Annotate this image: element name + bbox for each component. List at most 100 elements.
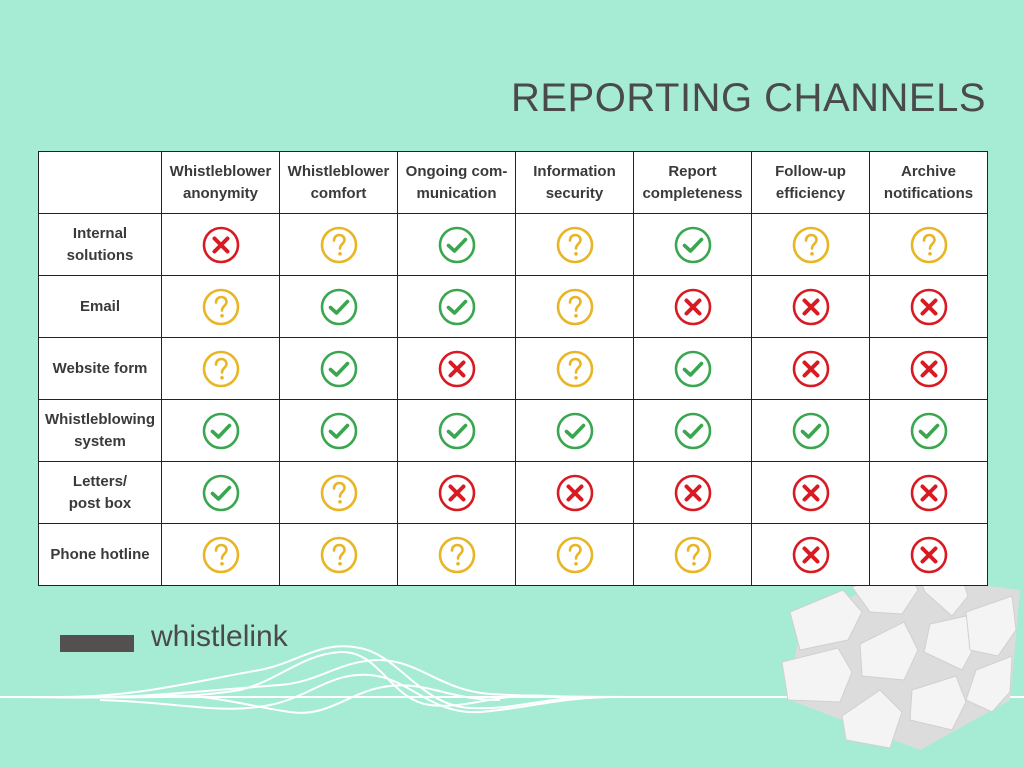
- rating-cell: [751, 399, 870, 462]
- check-icon: [320, 412, 357, 449]
- column-header: Follow-up efficiency: [751, 151, 870, 214]
- rating-cell: [515, 461, 634, 524]
- check-icon: [202, 474, 239, 511]
- rating-cell: [751, 337, 870, 400]
- cross-icon: [202, 226, 239, 263]
- rating-cell: [279, 275, 398, 338]
- corner-cell: [38, 151, 162, 214]
- rating-cell: [869, 337, 988, 400]
- question-icon: [320, 536, 357, 573]
- column-header-line1: Report: [668, 162, 717, 180]
- table-row: Letters/post box: [38, 461, 988, 524]
- rating-cell: [279, 337, 398, 400]
- row-header-line1: Letters/: [72, 472, 128, 490]
- column-header-line2: security: [545, 184, 604, 202]
- row-header: Phone hotline: [38, 523, 162, 586]
- rating-cell: [869, 399, 988, 462]
- question-icon: [320, 226, 357, 263]
- row-header: Letters/post box: [38, 461, 162, 524]
- rating-cell: [515, 337, 634, 400]
- question-icon: [202, 536, 239, 573]
- check-icon: [674, 412, 711, 449]
- check-icon: [674, 350, 711, 387]
- rating-cell: [161, 337, 280, 400]
- rating-cell: [869, 461, 988, 524]
- column-header-line1: Follow-up: [775, 162, 846, 180]
- rating-cell: [633, 399, 752, 462]
- column-header: Whistleblower anonymity: [161, 151, 280, 214]
- column-header-line2: notifications: [883, 184, 974, 202]
- check-icon: [556, 412, 593, 449]
- row-header-line1: Phone hotline: [50, 545, 150, 563]
- rating-cell: [397, 213, 516, 276]
- check-icon: [674, 226, 711, 263]
- row-header-line2: post box: [68, 494, 132, 512]
- column-header: Information security: [515, 151, 634, 214]
- rating-cell: [751, 275, 870, 338]
- rating-cell: [869, 523, 988, 586]
- cross-icon: [910, 474, 947, 511]
- rating-cell: [279, 399, 398, 462]
- rating-cell: [161, 461, 280, 524]
- rating-cell: [869, 213, 988, 276]
- check-icon: [202, 412, 239, 449]
- column-header-line1: Ongoing com-: [405, 162, 508, 180]
- question-icon: [438, 536, 475, 573]
- logo-bar: [60, 635, 134, 652]
- row-header-line1: Internal: [72, 224, 128, 242]
- rating-cell: [161, 399, 280, 462]
- question-icon: [910, 226, 947, 263]
- cross-icon: [438, 474, 475, 511]
- question-icon: [556, 536, 593, 573]
- row-header-line1: Website form: [52, 359, 148, 377]
- check-icon: [910, 412, 947, 449]
- row-header-line2: solutions: [66, 246, 134, 264]
- cross-icon: [910, 350, 947, 387]
- table-row: Phone hotline: [38, 523, 988, 586]
- row-header-line1: Email: [79, 297, 121, 315]
- table-row: Email: [38, 275, 988, 338]
- check-icon: [438, 412, 475, 449]
- rating-cell: [279, 461, 398, 524]
- rating-cell: [751, 213, 870, 276]
- column-header-line2: comfort: [310, 184, 367, 202]
- column-header-line1: Information: [533, 162, 616, 180]
- rating-cell: [397, 337, 516, 400]
- cross-icon: [910, 536, 947, 573]
- rating-cell: [633, 523, 752, 586]
- rating-cell: [279, 213, 398, 276]
- row-header: Whistleblowing system: [38, 399, 162, 462]
- column-header-line2: munication: [416, 184, 497, 202]
- rating-cell: [161, 523, 280, 586]
- check-icon: [320, 350, 357, 387]
- question-icon: [202, 350, 239, 387]
- cube-graphic: [781, 565, 1020, 750]
- rating-cell: [397, 275, 516, 338]
- rating-cell: [515, 213, 634, 276]
- row-header-line1: Whistleblowing: [45, 410, 155, 428]
- rating-cell: [751, 461, 870, 524]
- comparison-table: Whistleblower anonymity Whistleblower comfo…: [38, 151, 988, 586]
- cross-icon: [556, 474, 593, 511]
- table-row: Website form: [38, 337, 988, 400]
- row-header-line2: system: [74, 432, 126, 450]
- question-icon: [556, 350, 593, 387]
- rating-cell: [397, 399, 516, 462]
- cross-icon: [792, 288, 829, 325]
- table-row: Whistleblowing system: [38, 399, 988, 462]
- cross-icon: [674, 474, 711, 511]
- row-header: Internal solutions: [38, 213, 162, 276]
- rating-cell: [633, 213, 752, 276]
- column-header: Report completeness: [633, 151, 752, 214]
- rating-cell: [515, 523, 634, 586]
- rating-cell: [279, 523, 398, 586]
- question-icon: [202, 288, 239, 325]
- check-icon: [320, 288, 357, 325]
- column-header: Archive notifications: [869, 151, 988, 214]
- rating-cell: [751, 523, 870, 586]
- table-row: Internal solutions: [38, 213, 988, 276]
- rating-cell: [633, 337, 752, 400]
- cross-icon: [438, 350, 475, 387]
- rating-cell: [633, 275, 752, 338]
- cross-icon: [792, 536, 829, 573]
